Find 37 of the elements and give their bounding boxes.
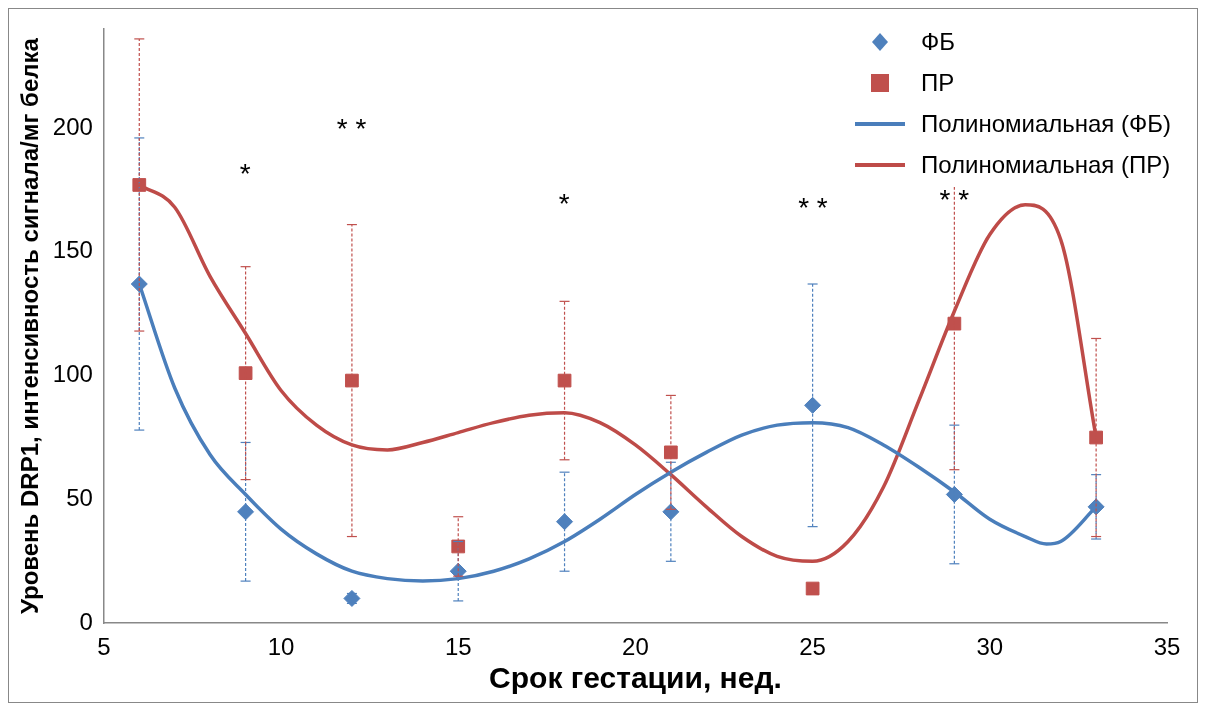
point <box>451 539 466 554</box>
annotation: * * <box>798 192 828 224</box>
point <box>238 366 253 381</box>
x-tick-label: 15 <box>444 633 472 661</box>
legend-label: ПР <box>920 68 955 97</box>
y-tick-label: 150 <box>52 236 93 264</box>
point <box>947 316 962 331</box>
point <box>664 445 678 460</box>
point <box>345 373 359 388</box>
legend-label: Полиномиальная (ФБ) <box>920 109 1171 138</box>
annotation: * <box>239 157 251 189</box>
point <box>556 513 574 531</box>
legend-label: Полиномиальная (ПР) <box>920 150 1171 179</box>
annotation: * * <box>336 112 367 144</box>
point <box>805 581 820 596</box>
y-tick-label: 50 <box>66 484 93 512</box>
point <box>237 503 255 521</box>
point <box>945 485 963 503</box>
x-tick-label: 25 <box>799 633 826 661</box>
y-axis-title: Уровень DRP1, интенсивность сигнала/мг белка <box>16 37 44 615</box>
y-tick-label: 100 <box>52 360 93 388</box>
x-tick-label: 30 <box>976 633 1004 661</box>
y-tick-label: 0 <box>79 607 93 635</box>
x-tick-label: 20 <box>622 633 649 661</box>
point <box>130 275 148 293</box>
x-axis-title: Срок гестации, нед. <box>489 661 782 695</box>
y-tick-label: 200 <box>52 112 93 140</box>
point <box>1089 430 1103 445</box>
x-tick-label: 35 <box>1153 633 1181 661</box>
x-tick-label: 10 <box>267 633 295 661</box>
point <box>804 396 822 414</box>
point <box>557 373 572 388</box>
x-tick-label: 5 <box>97 633 111 661</box>
legend-label: ФБ <box>920 27 955 56</box>
annotation: * * <box>939 184 970 216</box>
annotation: * <box>558 187 570 219</box>
point <box>132 178 147 192</box>
